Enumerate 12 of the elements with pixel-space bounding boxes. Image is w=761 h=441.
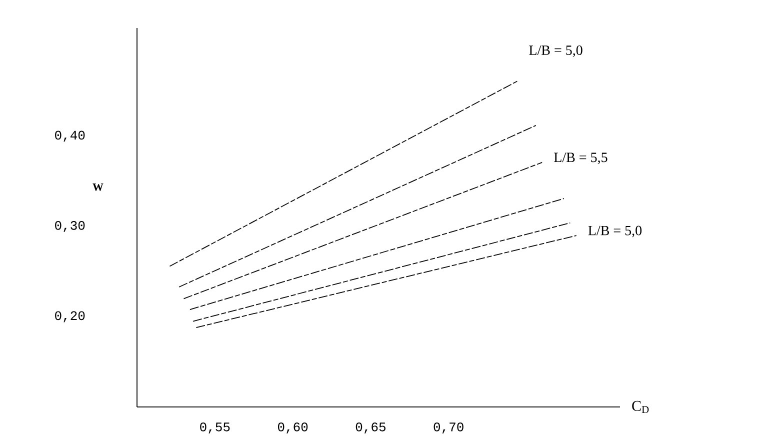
y-tick-label: 0,20 bbox=[55, 311, 85, 322]
x-axis-title: C$_{D}$ bbox=[632, 400, 649, 414]
x-tick-label: 0,70 bbox=[434, 422, 464, 434]
series-label: L/B = 5,0 bbox=[588, 226, 642, 238]
series-label: L/B = 5,0 bbox=[529, 46, 582, 57]
y-axis-title: W bbox=[92, 183, 104, 191]
x-tick-label: 0,60 bbox=[278, 422, 308, 434]
x-tick-label: 0,55 bbox=[200, 422, 230, 434]
y-tick-label: 0,30 bbox=[55, 221, 85, 232]
series-label: L/B = 5,5 bbox=[554, 152, 608, 164]
y-tick-label: 0,40 bbox=[55, 130, 85, 142]
x-tick-label: 0,65 bbox=[356, 422, 386, 434]
